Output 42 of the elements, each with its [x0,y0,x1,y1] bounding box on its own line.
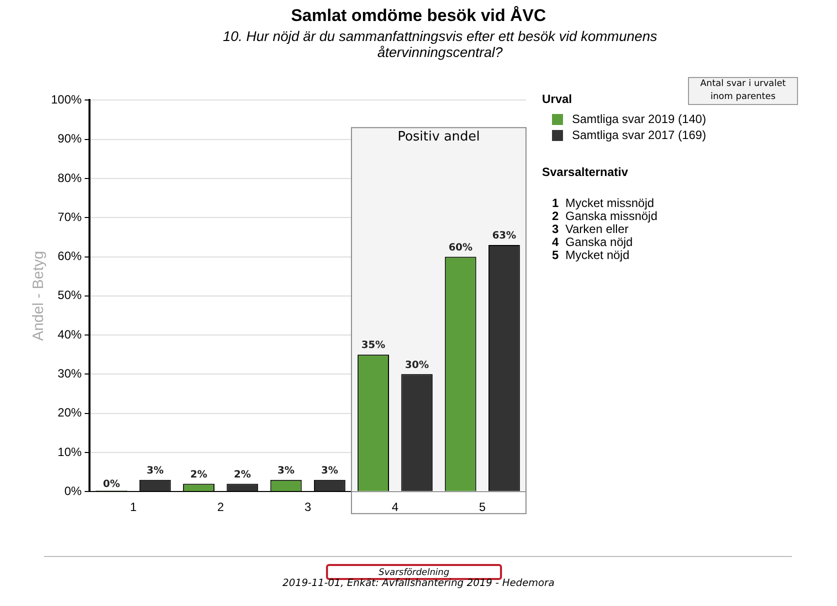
text: Antal svar i urvalet inom parentes [688,77,798,105]
y-tick-label: 90% [58,132,82,146]
text: 4 Ganska nöjd [552,235,634,249]
text: 5 Mycket nöjd [552,248,630,262]
data-label: 3% [278,465,295,476]
data-label: 60% [448,242,473,254]
data-label: 35% [361,340,386,352]
legend-label: Samtliga svar 2019 (140) [572,112,706,126]
data-label: 30% [404,360,429,371]
data-label: 3% [146,465,164,476]
y-tick-label: 40% [58,327,82,342]
y-tick-label: 80% [58,170,82,185]
text: 3 Varken eller [552,222,628,236]
band-label: Positiv andel [398,129,480,144]
y-tick-label: 50% [58,288,82,302]
legend-label: Samtliga svar 2017 (169) [572,128,706,142]
y-tick-label: 60% [58,249,82,264]
y-tick-label: 20% [58,406,82,420]
x-tick-label: 3 [304,500,312,514]
y-axis-title: Andel - Betyg [30,250,48,341]
data-label: 63% [492,230,516,242]
y-tick-label: 0% [64,484,82,498]
data-label: 2% [190,469,208,480]
x-tick-label: 1 [130,500,137,514]
x-tick-label: 4 [392,500,399,514]
data-label: 3% [321,465,338,476]
y-tick-label: 70% [58,210,82,224]
text: 1 Mycket missnöjd [552,196,656,210]
text: Svarsfördelning [326,564,502,580]
chart-subtitle: 10. Hur nöjd är du sammanfattningsvis efter ett besök vid kommunens återvinningscentral? [222,28,658,60]
chart-title: Samlat omdöme besök vid ÅVC [290,6,548,26]
text: 2 Ganska missnöjd [552,209,658,223]
legend-title: Urval [542,92,574,106]
text: Svarsalternativ [542,165,630,179]
data-label: 0% [103,479,120,490]
y-tick-label: 10% [58,444,82,459]
y-tick-label: 100% [50,92,82,107]
text: 2019-11-01, Enkät: Avfallshantering 2019 - Hedemora [281,578,556,589]
y-tick-label: 30% [58,366,82,380]
x-tick-label: 2 [217,500,224,514]
data-label: 2% [234,469,251,480]
x-tick-label: 5 [479,500,486,514]
